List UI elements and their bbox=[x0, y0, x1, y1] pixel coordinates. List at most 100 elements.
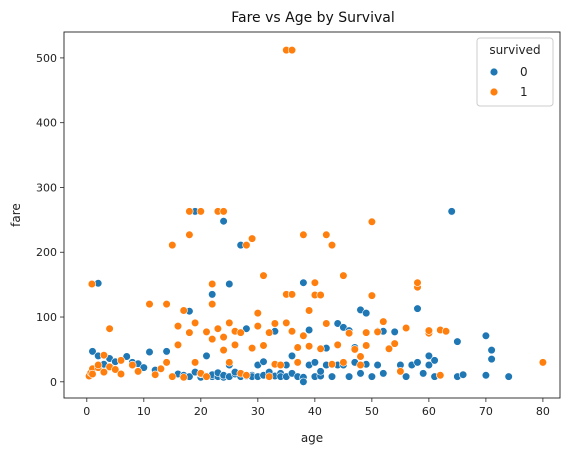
point-survived-0 bbox=[225, 279, 234, 289]
point-survived-1 bbox=[196, 207, 205, 216]
point-survived-1 bbox=[94, 360, 103, 370]
point-survived-1 bbox=[356, 360, 365, 370]
point-survived-0 bbox=[333, 319, 342, 328]
point-survived-1 bbox=[99, 368, 108, 377]
point-survived-0 bbox=[390, 327, 399, 337]
point-survived-1 bbox=[253, 322, 262, 331]
point-survived-1 bbox=[402, 323, 411, 333]
point-survived-0 bbox=[419, 369, 428, 378]
point-survived-1 bbox=[191, 358, 200, 367]
point-survived-1 bbox=[333, 340, 342, 350]
point-survived-0 bbox=[453, 337, 462, 346]
y-axis: 0 100 200 300 400 500 bbox=[36, 52, 64, 389]
point-survived-1 bbox=[316, 290, 325, 300]
point-survived-1 bbox=[185, 328, 194, 337]
point-survived-0 bbox=[299, 377, 308, 386]
point-survived-0 bbox=[316, 367, 325, 376]
point-survived-1 bbox=[299, 230, 308, 239]
point-survived-1 bbox=[208, 279, 217, 289]
x-tick-label: 30 bbox=[251, 405, 265, 418]
point-survived-1 bbox=[156, 364, 165, 373]
point-survived-1 bbox=[356, 352, 365, 361]
point-survived-1 bbox=[208, 300, 217, 309]
point-survived-0 bbox=[345, 372, 354, 381]
legend-marker-1 bbox=[489, 87, 499, 97]
point-survived-1 bbox=[345, 329, 354, 338]
point-survived-0 bbox=[219, 217, 228, 226]
point-survived-1 bbox=[225, 318, 234, 328]
point-survived-1 bbox=[179, 306, 188, 315]
point-survived-1 bbox=[305, 306, 314, 315]
points-layer bbox=[84, 45, 548, 386]
point-survived-1 bbox=[145, 300, 154, 309]
point-survived-1 bbox=[173, 340, 183, 350]
y-tick-label: 200 bbox=[36, 246, 57, 259]
point-survived-1 bbox=[88, 369, 97, 379]
x-tick-label: 40 bbox=[308, 405, 322, 418]
y-tick-label: 400 bbox=[36, 117, 57, 130]
point-survived-1 bbox=[287, 290, 297, 299]
point-survived-1 bbox=[168, 372, 177, 381]
point-survived-0 bbox=[145, 347, 154, 357]
point-survived-1 bbox=[270, 319, 280, 328]
point-survived-1 bbox=[191, 318, 200, 328]
point-survived-0 bbox=[202, 351, 211, 361]
point-survived-1 bbox=[134, 367, 143, 376]
point-survived-1 bbox=[219, 346, 228, 355]
point-survived-0 bbox=[413, 358, 422, 367]
point-survived-0 bbox=[208, 290, 217, 299]
point-survived-1 bbox=[230, 340, 240, 350]
point-survived-1 bbox=[362, 341, 371, 350]
point-survived-1 bbox=[128, 360, 137, 370]
point-survived-0 bbox=[139, 363, 148, 372]
x-tick-label: 0 bbox=[83, 405, 90, 418]
point-survived-1 bbox=[99, 351, 108, 360]
legend-label-1: 1 bbox=[520, 85, 528, 99]
point-survived-1 bbox=[367, 217, 377, 226]
point-survived-0 bbox=[487, 355, 496, 364]
point-survived-1 bbox=[413, 278, 422, 287]
point-survived-0 bbox=[356, 369, 365, 378]
point-survived-0 bbox=[162, 347, 171, 356]
point-survived-0 bbox=[122, 352, 131, 361]
point-survived-1 bbox=[185, 207, 194, 216]
point-survived-1 bbox=[162, 358, 171, 367]
chart-title: Fare vs Age by Survival bbox=[231, 10, 394, 26]
point-survived-1 bbox=[168, 241, 177, 250]
point-survived-1 bbox=[236, 328, 245, 337]
point-survived-1 bbox=[287, 45, 297, 55]
point-survived-1 bbox=[362, 328, 371, 337]
point-survived-1 bbox=[316, 344, 325, 353]
point-survived-1 bbox=[265, 328, 274, 337]
point-survived-1 bbox=[287, 327, 297, 336]
point-survived-1 bbox=[242, 371, 251, 380]
x-axis-label: age bbox=[301, 431, 323, 445]
point-survived-0 bbox=[242, 324, 251, 333]
x-axis: 0 10 20 30 40 50 60 70 80 bbox=[83, 398, 550, 418]
legend-title: survived bbox=[489, 43, 540, 57]
point-survived-0 bbox=[287, 351, 297, 361]
point-survived-1 bbox=[276, 360, 285, 370]
point-survived-0 bbox=[259, 357, 268, 366]
point-survived-1 bbox=[339, 271, 348, 280]
plot-area-frame bbox=[63, 31, 561, 399]
point-survived-0 bbox=[362, 309, 371, 318]
point-survived-0 bbox=[459, 370, 468, 379]
point-survived-0 bbox=[447, 207, 456, 216]
point-survived-0 bbox=[424, 360, 434, 370]
point-survived-1 bbox=[219, 207, 228, 216]
point-survived-0 bbox=[504, 372, 513, 381]
x-tick-label: 10 bbox=[137, 405, 151, 418]
point-survived-0 bbox=[379, 369, 388, 378]
point-survived-0 bbox=[481, 371, 491, 380]
point-survived-1 bbox=[162, 300, 171, 309]
point-survived-1 bbox=[390, 339, 399, 348]
point-survived-1 bbox=[202, 372, 211, 381]
legend-marker-0 bbox=[489, 67, 499, 77]
point-survived-1 bbox=[265, 372, 274, 381]
y-axis-label: fare bbox=[9, 203, 23, 227]
x-tick-label: 70 bbox=[479, 405, 493, 418]
legend: survived 0 1 bbox=[476, 37, 554, 107]
point-survived-0 bbox=[327, 372, 337, 381]
